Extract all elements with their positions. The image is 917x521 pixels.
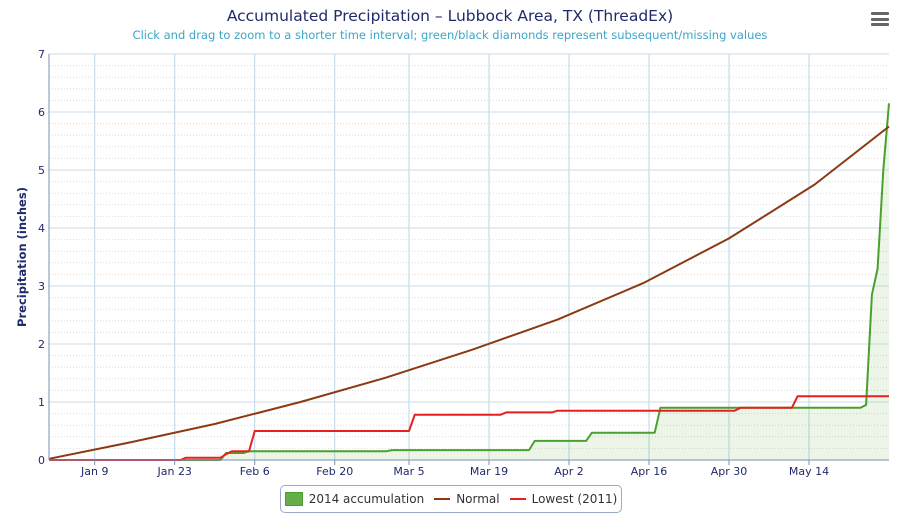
series-area-2014-accumulation [49, 103, 889, 461]
vertical-gridlines [94, 54, 810, 460]
x-tick-label: Mar 19 [470, 465, 508, 478]
legend-label-normal: Normal [456, 492, 500, 506]
x-tick-label: Jan 9 [80, 465, 108, 478]
series-line-2014-accumulation [49, 103, 890, 461]
x-tick-label: Jan 23 [156, 465, 191, 478]
chart-title: Accumulated Precipitation – Lubbock Area… [226, 7, 674, 25]
y-tick-label: 5 [38, 164, 45, 177]
x-tick-label: Apr 2 [554, 465, 584, 478]
minor-grid [49, 65, 889, 449]
x-tick-label: Feb 20 [316, 465, 353, 478]
y-tick-label: 6 [38, 106, 45, 119]
x-tick-label: Feb 6 [240, 465, 270, 478]
x-tick-label: Apr 30 [711, 465, 748, 478]
y-tick-labels: 0 1 2 3 4 5 6 7 [38, 48, 45, 467]
x-tick-label: May 14 [789, 465, 829, 478]
x-tick-label: Mar 5 [393, 465, 424, 478]
y-tick-label: 4 [38, 222, 45, 235]
y-axis-title: Precipitation (inches) [15, 187, 29, 327]
series-line-normal [48, 125, 890, 460]
legend: 2014 accumulation Normal Lowest (2011) [280, 485, 622, 513]
precipitation-chart[interactable]: 0 1 2 3 4 5 6 7 Jan 9 Jan 23 Feb 6 Feb 20 Mar 5 Mar … [0, 0, 917, 480]
legend-label-2014: 2014 accumulation [308, 492, 425, 506]
legend-swatch-lowest [509, 498, 526, 500]
axes [48, 54, 889, 465]
y-tick-label: 0 [38, 454, 45, 467]
x-tick-label: Apr 16 [631, 465, 668, 478]
legend-item-lowest[interactable]: Lowest (2011) [509, 492, 618, 506]
chart-subtitle: Click and drag to zoom to a shorter time… [132, 28, 768, 42]
y-tick-label: 7 [38, 48, 45, 61]
legend-swatch-normal [434, 498, 451, 500]
chart-menu-icon[interactable] [871, 12, 889, 26]
legend-swatch-2014 [284, 492, 303, 506]
y-tick-label: 3 [38, 280, 45, 293]
y-tick-label: 2 [38, 338, 45, 351]
legend-label-lowest: Lowest (2011) [531, 492, 618, 506]
y-tick-label: 1 [38, 396, 45, 409]
legend-item-normal[interactable]: Normal [434, 492, 500, 506]
series-layer [48, 103, 890, 461]
x-tick-labels: Jan 9 Jan 23 Feb 6 Feb 20 Mar 5 Mar 19 Apr 2 Ap… [80, 465, 829, 478]
legend-item-2014[interactable]: 2014 accumulation [284, 492, 425, 506]
series-line-lowest-2011 [49, 395, 889, 461]
